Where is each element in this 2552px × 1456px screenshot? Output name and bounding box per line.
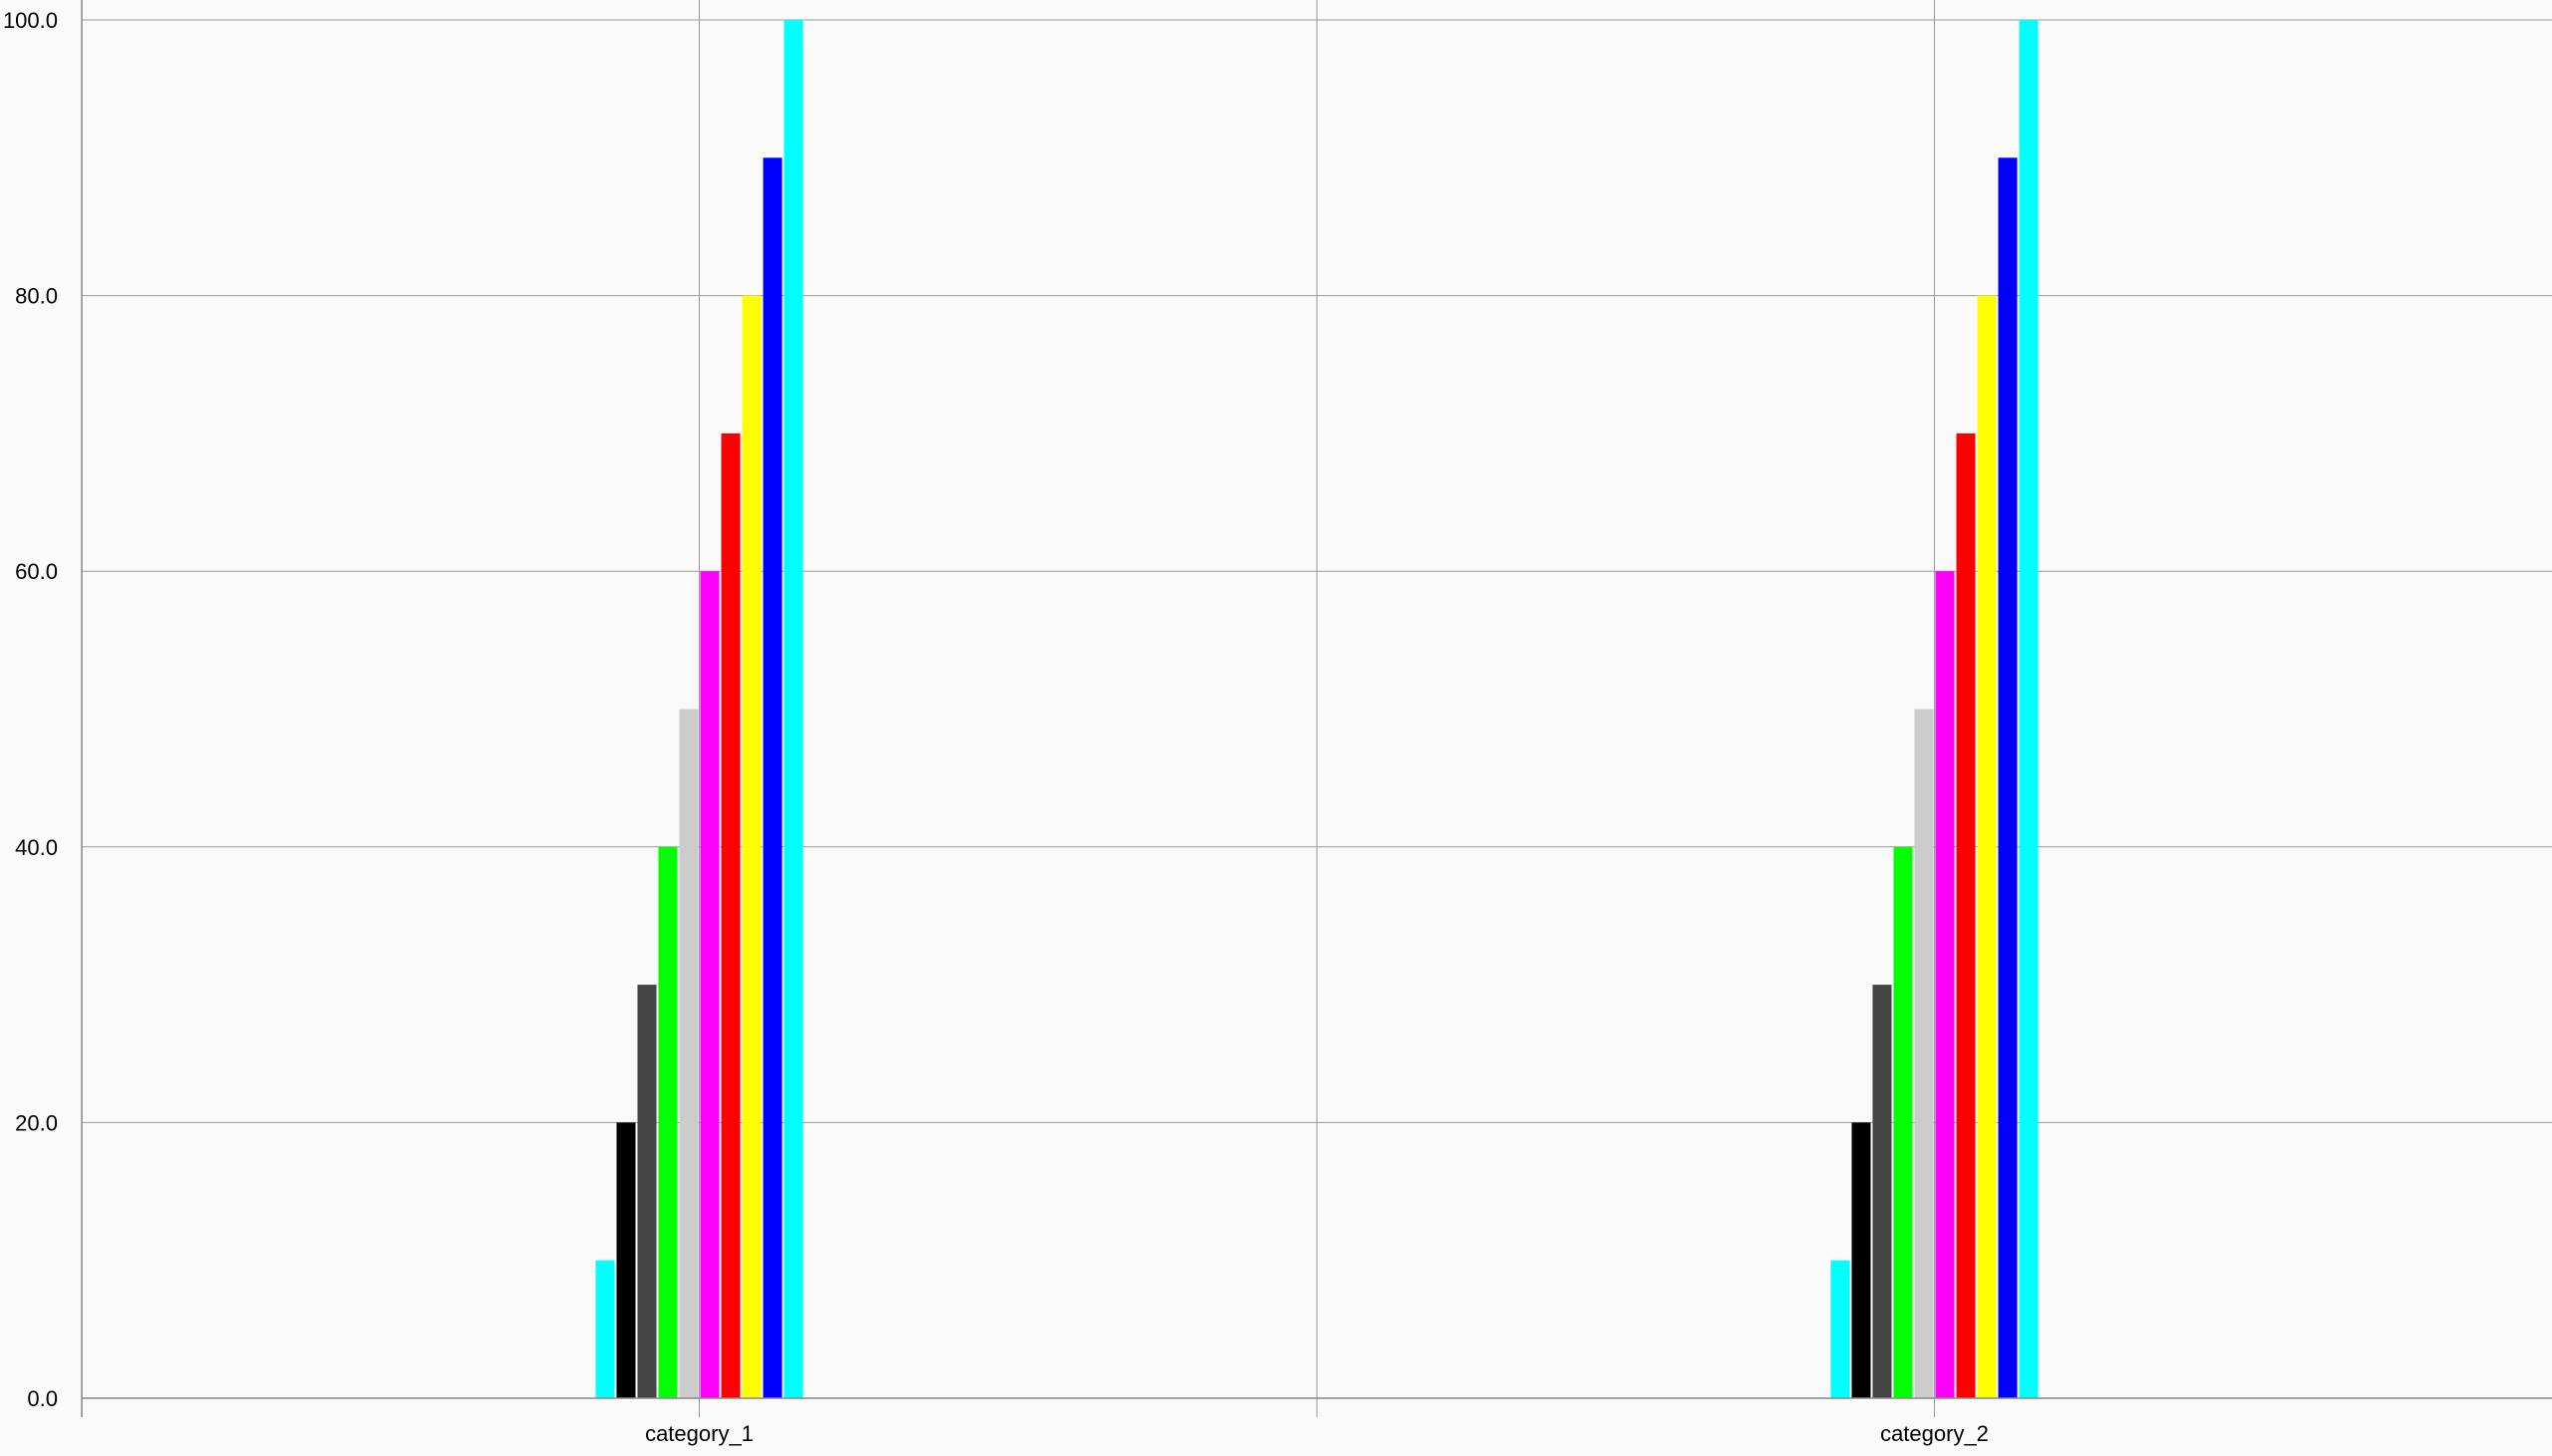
bar bbox=[1830, 1260, 1850, 1398]
bar bbox=[1977, 295, 1997, 1399]
bar bbox=[679, 709, 699, 1398]
y-tick-label: 40.0 bbox=[15, 835, 58, 860]
bars bbox=[595, 20, 2039, 1399]
x-tick-label: category_1 bbox=[645, 1421, 754, 1446]
bar bbox=[2019, 20, 2039, 1398]
grid-lines bbox=[82, 0, 2552, 1417]
y-tick-label: 20.0 bbox=[15, 1110, 58, 1135]
bar bbox=[1851, 1122, 1871, 1398]
bar bbox=[742, 295, 762, 1399]
tick-labels: 0.0 20.0 40.0 60.0 80.0 100.0 category_1 catego… bbox=[3, 8, 1989, 1446]
bar bbox=[1956, 433, 1976, 1398]
y-tick-label: 80.0 bbox=[15, 284, 58, 309]
bar bbox=[1998, 157, 2018, 1398]
bar bbox=[721, 433, 741, 1398]
bar bbox=[1935, 571, 1955, 1398]
bar bbox=[1914, 709, 1934, 1398]
bar bbox=[784, 20, 803, 1398]
bar bbox=[700, 571, 720, 1398]
bar bbox=[658, 846, 678, 1398]
bar bbox=[595, 1260, 615, 1398]
x-tick-label: category_2 bbox=[1880, 1421, 1989, 1446]
y-tick-label: 60.0 bbox=[15, 559, 58, 584]
y-tick-label: 0.0 bbox=[27, 1386, 58, 1411]
bar bbox=[637, 985, 657, 1398]
y-tick-label: 100.0 bbox=[3, 8, 58, 33]
bar bbox=[763, 157, 783, 1398]
bar bbox=[616, 1122, 636, 1398]
axes bbox=[81, 0, 2552, 1417]
bar bbox=[1872, 985, 1892, 1398]
bar bbox=[1893, 846, 1913, 1398]
